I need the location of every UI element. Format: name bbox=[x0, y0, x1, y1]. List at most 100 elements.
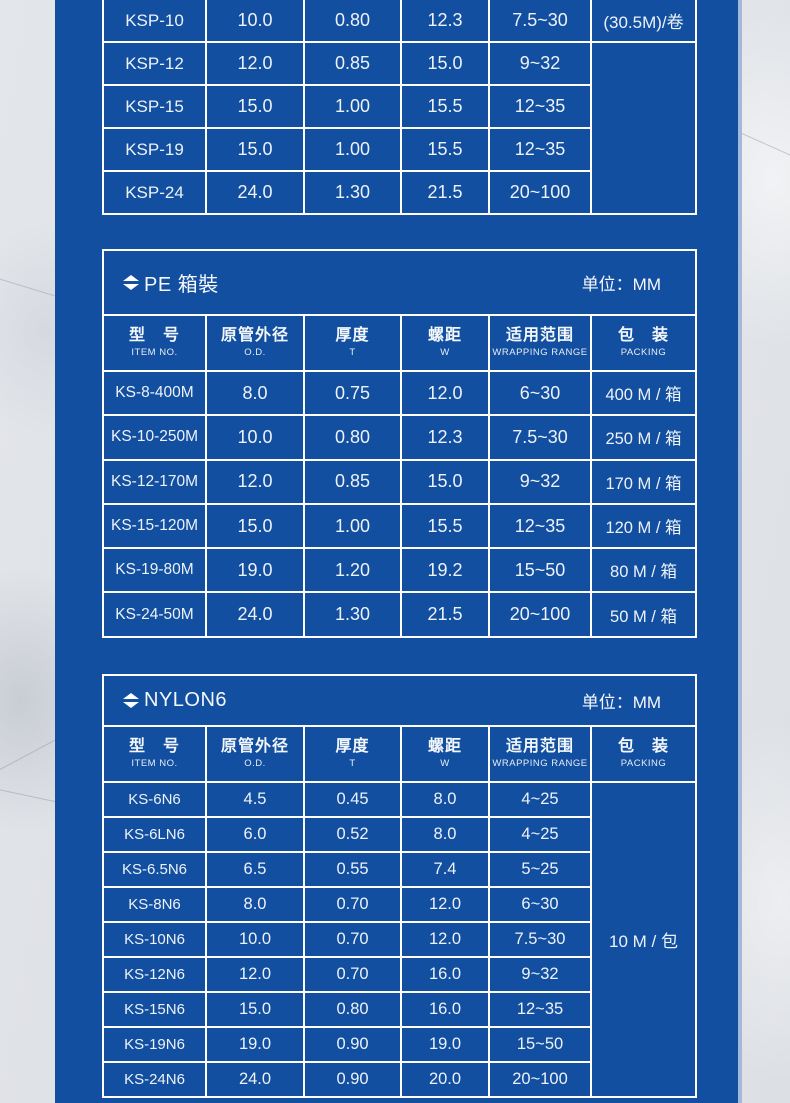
value-cell: 0.45 bbox=[303, 781, 402, 818]
spec-table-ksp-partial: KSP-10 10.0 0.80 12.3 7.5~30 (30.5M)/卷 KSP-12 1… bbox=[102, 0, 697, 215]
column-header-en: ITEM NO. bbox=[131, 757, 178, 769]
table-row: KS-15N6 15.0 0.80 16.0 12~35 bbox=[102, 991, 696, 1028]
packing-cell-cutoff: (30.5M)/卷 bbox=[590, 0, 697, 43]
value-cell: 19.0 bbox=[400, 1026, 490, 1063]
value-cell: 12.0 bbox=[400, 886, 490, 923]
packing-cell-empty bbox=[590, 41, 697, 215]
column-header-en: WRAPPING RANGE bbox=[492, 757, 588, 769]
column-header-zh: 螺距 bbox=[427, 738, 462, 756]
value-cell: 0.85 bbox=[303, 41, 402, 86]
value-cell: 15.0 bbox=[205, 84, 305, 129]
value-cell: 8.0 bbox=[400, 816, 490, 853]
table-row: KS-6LN6 6.0 0.52 8.0 4~25 bbox=[102, 816, 696, 853]
value-cell: 12.0 bbox=[205, 41, 305, 86]
model-cell: KS-19-80M bbox=[102, 547, 207, 594]
model-cell: KS-15-120M bbox=[102, 502, 207, 550]
value-cell: 7.4 bbox=[400, 851, 490, 888]
table-row: KS-19-80M 19.0 1.20 19.2 15~50 80 M / 箱 bbox=[102, 547, 698, 594]
value-cell: 12.0 bbox=[205, 956, 305, 993]
packing-cell-merged: 10 M / 包 bbox=[589, 781, 698, 1098]
column-header-zh: 包 装 bbox=[618, 327, 670, 345]
value-cell: 4.5 bbox=[205, 781, 305, 818]
value-cell: 8.0 bbox=[400, 781, 490, 818]
table-title-row: PE 箱裝 单位：MM bbox=[101, 249, 698, 316]
table-row: KS-19N6 19.0 0.90 19.0 15~50 bbox=[102, 1026, 696, 1063]
packing-cell: 250 M / 箱 bbox=[589, 414, 698, 461]
model-cell: KS-15N6 bbox=[102, 991, 207, 1028]
column-header-wrapping-range: 适用范围 WRAPPING RANGE bbox=[488, 314, 592, 372]
value-cell: 10.0 bbox=[205, 921, 305, 958]
value-cell: 12.0 bbox=[205, 458, 305, 505]
value-cell: 1.30 bbox=[303, 170, 402, 215]
column-header-packing: 包 装 PACKING bbox=[589, 725, 698, 783]
value-cell: 0.70 bbox=[303, 921, 402, 958]
value-cell: 12.3 bbox=[400, 0, 490, 43]
value-cell: 9~32 bbox=[488, 458, 592, 505]
value-cell: 6.0 bbox=[205, 816, 305, 853]
value-cell: 24.0 bbox=[205, 591, 305, 638]
column-header-zh: 适用范围 bbox=[505, 327, 574, 345]
value-cell: 19.2 bbox=[400, 547, 490, 594]
column-header-en: W bbox=[440, 757, 450, 769]
marble-vein bbox=[738, 131, 790, 170]
value-cell: 15.5 bbox=[400, 84, 490, 129]
value-cell: 8.0 bbox=[205, 886, 305, 923]
value-cell: 0.90 bbox=[303, 1061, 402, 1098]
table-row: KS-8-400M 8.0 0.75 12.0 6~30 400 M / 箱 bbox=[102, 369, 698, 417]
column-header-row: 型 号 ITEM NO. 原管外径 O.D. 厚度 T 螺距 W 适用范围 WRAPPING RA… bbox=[102, 314, 698, 372]
column-header-zh: 型 号 bbox=[128, 327, 180, 345]
diamond-icon bbox=[123, 275, 139, 290]
column-header-zh: 型 号 bbox=[128, 738, 180, 756]
table-row: KS-12-170M 12.0 0.85 15.0 9~32 170 M / 箱 bbox=[102, 458, 698, 505]
column-header-zh: 适用范围 bbox=[505, 738, 574, 756]
table-title-label: PE 箱裝 bbox=[144, 274, 219, 296]
value-cell: 12.0 bbox=[400, 369, 490, 417]
value-cell: 12.0 bbox=[400, 921, 490, 958]
table-body: PE 箱裝 单位：MM 型 号 ITEM NO. 原管外径 O.D. 厚度 T 螺距 W 适用范围 W… bbox=[101, 249, 698, 638]
value-cell: 4~25 bbox=[488, 816, 592, 853]
value-cell: 12~35 bbox=[488, 502, 592, 550]
value-cell: 12~35 bbox=[488, 84, 592, 129]
value-cell: 7.5~30 bbox=[488, 414, 592, 461]
column-header-packing: 包 装 PACKING bbox=[589, 314, 698, 372]
packing-cell: 170 M / 箱 bbox=[589, 458, 698, 505]
column-header-en: O.D. bbox=[244, 757, 266, 769]
value-cell: 7.5~30 bbox=[488, 0, 592, 43]
value-cell: 0.80 bbox=[303, 414, 402, 461]
model-cell: KS-10N6 bbox=[102, 921, 207, 958]
column-header-zh: 原管外径 bbox=[220, 738, 289, 756]
value-cell: 10.0 bbox=[205, 0, 305, 43]
model-cell: KS-19N6 bbox=[102, 1026, 207, 1063]
value-cell: 0.80 bbox=[303, 991, 402, 1028]
packing-cell: 120 M / 箱 bbox=[589, 502, 698, 550]
value-cell: 15~50 bbox=[488, 1026, 592, 1063]
table-row: KS-6.5N6 6.5 0.55 7.4 5~25 bbox=[102, 851, 696, 888]
column-header-en: WRAPPING RANGE bbox=[492, 346, 588, 358]
table-title-cell: PE 箱裝 单位：MM bbox=[101, 249, 698, 316]
value-cell: 15.0 bbox=[205, 127, 305, 172]
packing-cell: 400 M / 箱 bbox=[589, 369, 698, 417]
value-cell: 1.00 bbox=[303, 502, 402, 550]
model-cell: KS-24N6 bbox=[102, 1061, 207, 1098]
model-cell: KSP-12 bbox=[102, 41, 207, 86]
column-header-pitch: 螺距 W bbox=[400, 725, 490, 783]
value-cell: 24.0 bbox=[205, 170, 305, 215]
value-cell: 21.5 bbox=[400, 170, 490, 215]
column-header-en: O.D. bbox=[244, 346, 266, 358]
value-cell: 10.0 bbox=[205, 414, 305, 461]
model-cell: KSP-15 bbox=[102, 84, 207, 129]
value-cell: 19.0 bbox=[205, 1026, 305, 1063]
value-cell: 15.0 bbox=[205, 991, 305, 1028]
column-header-en: PACKING bbox=[620, 757, 667, 769]
column-header-en: ITEM NO. bbox=[131, 346, 178, 358]
table-body: KSP-10 10.0 0.80 12.3 7.5~30 (30.5M)/卷 KSP-12 1… bbox=[102, 0, 697, 215]
value-cell: 24.0 bbox=[205, 1061, 305, 1098]
value-cell: 6~30 bbox=[488, 369, 592, 417]
table-row: KS-8N6 8.0 0.70 12.0 6~30 bbox=[102, 886, 696, 923]
value-cell: 8.0 bbox=[205, 369, 305, 417]
value-cell: 5~25 bbox=[488, 851, 592, 888]
value-cell: 20~100 bbox=[488, 1061, 592, 1098]
value-cell: 0.55 bbox=[303, 851, 402, 888]
spec-table-nylon6: NYLON6 单位：MM 型 号 ITEM NO. 原管外径 O.D. 厚度 T 螺距 W 适用范围… bbox=[101, 674, 698, 1098]
packing-cell: 50 M / 箱 bbox=[589, 591, 698, 638]
